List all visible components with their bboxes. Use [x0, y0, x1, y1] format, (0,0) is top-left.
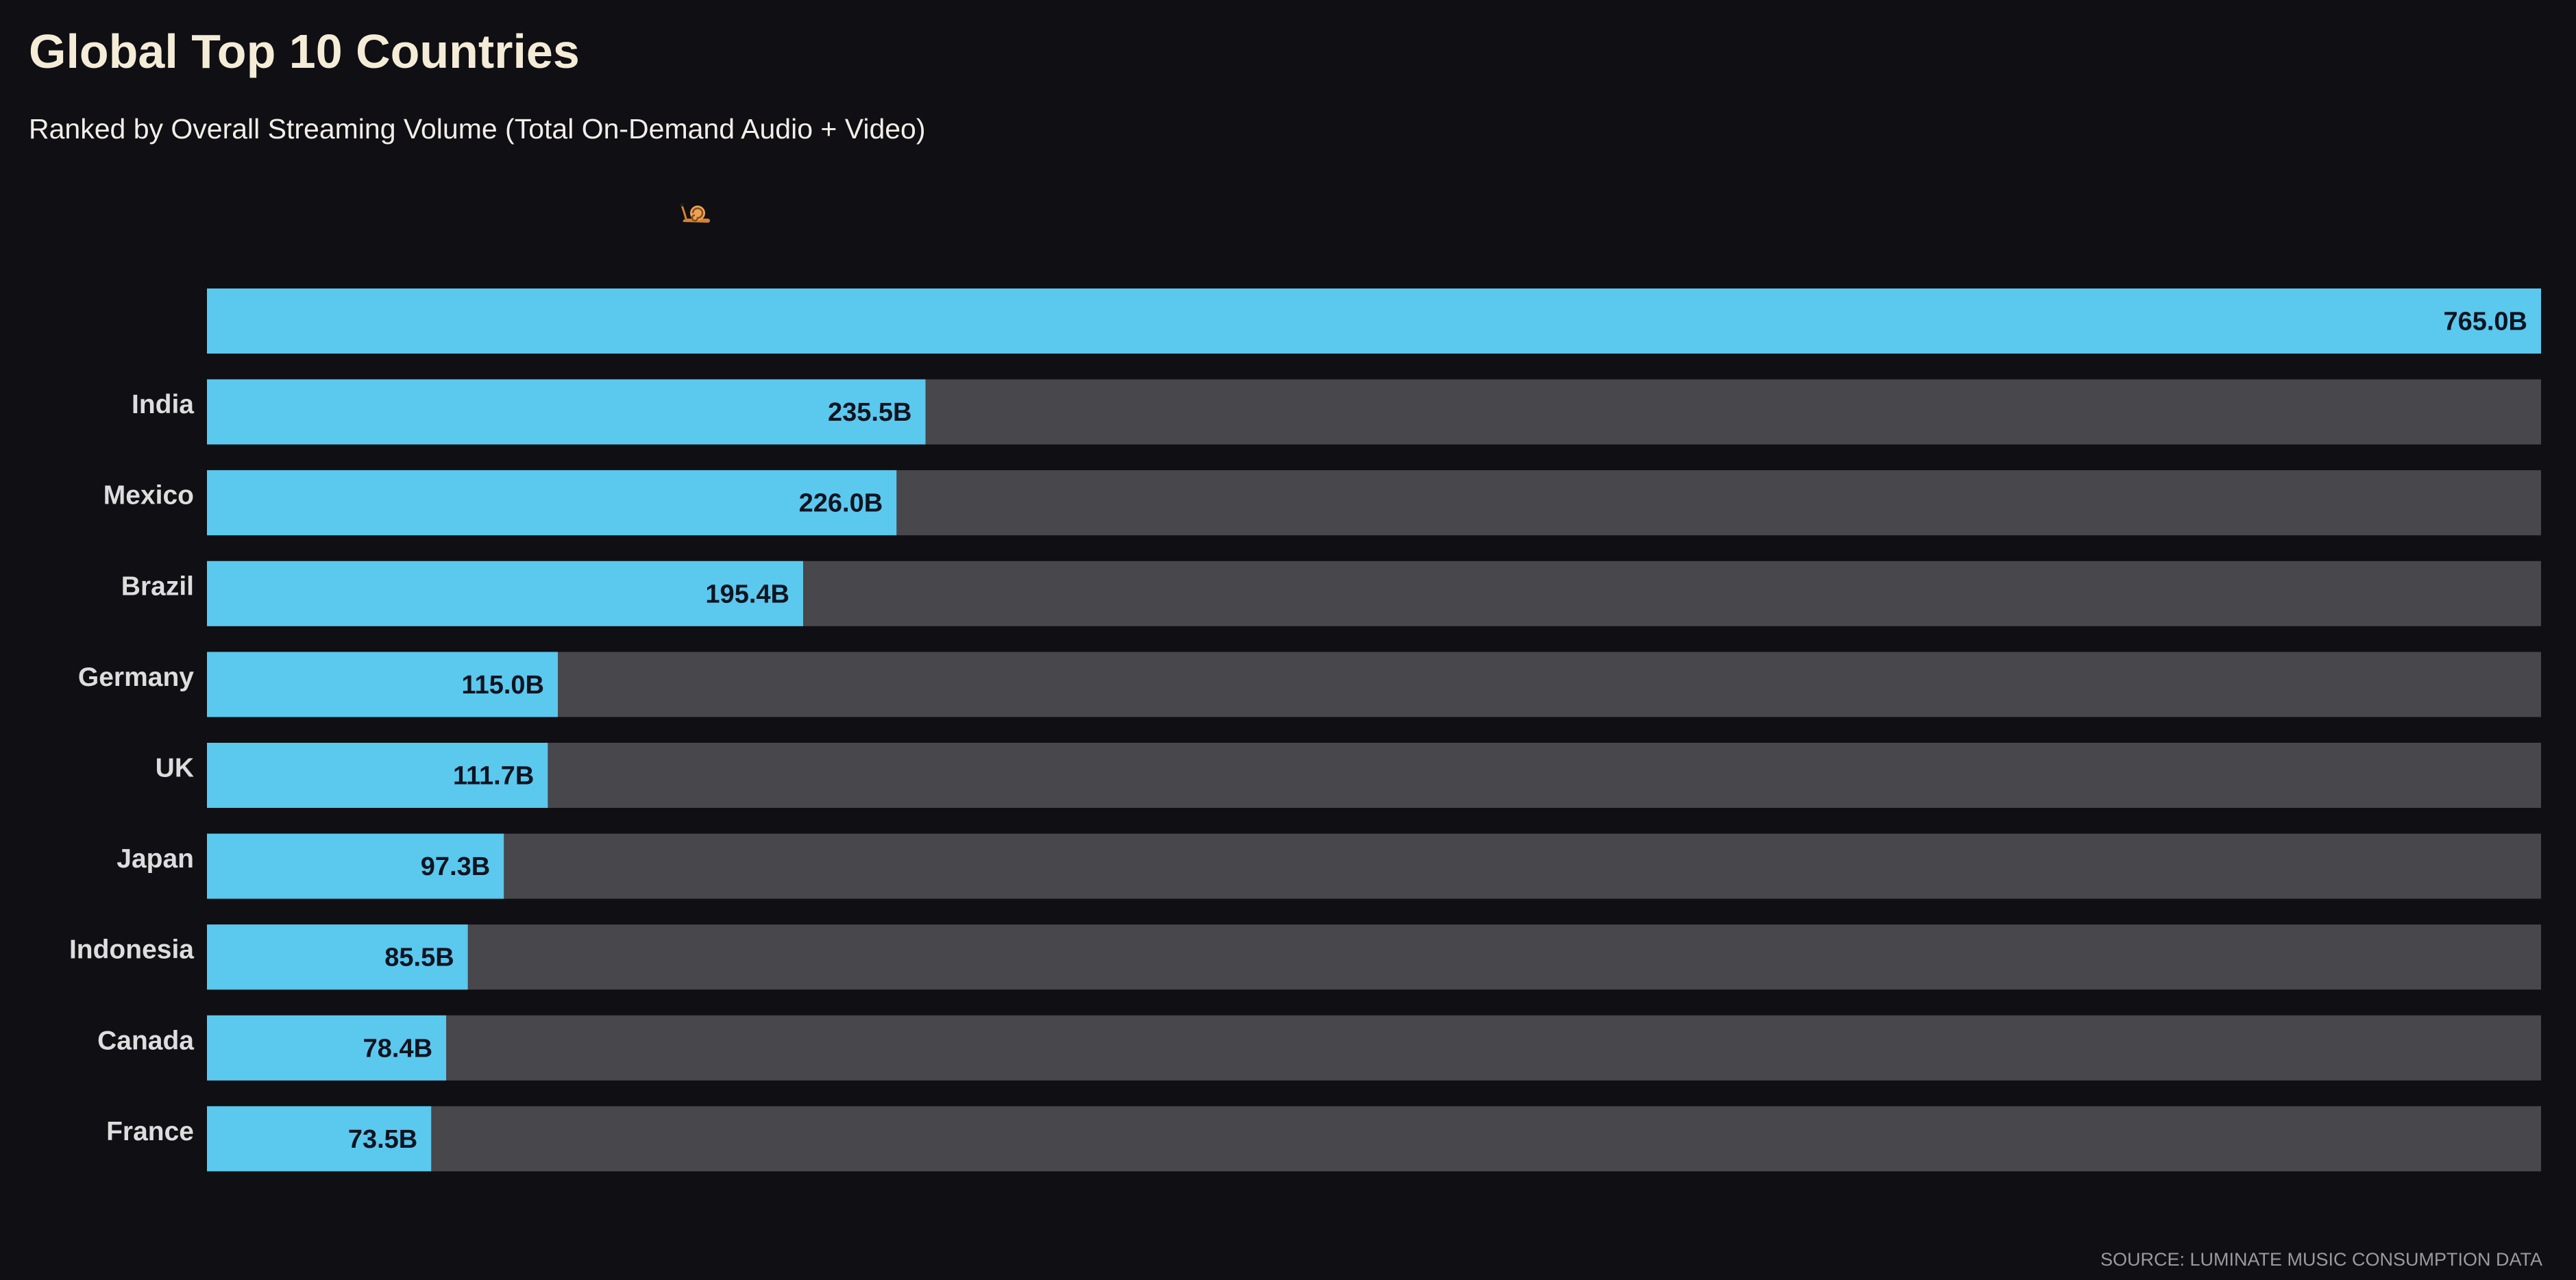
bar-value-label: 195.4B: [705, 580, 789, 608]
bar-row: 765.0B: [207, 288, 2541, 354]
bar: [207, 379, 926, 445]
bar: [207, 833, 504, 899]
category-label: Germany: [78, 663, 194, 692]
source-note: SOURCE: LUMINATE MUSIC CONSUMPTION DATA: [2100, 1249, 2542, 1270]
bar-value-label: 73.5B: [348, 1125, 417, 1154]
bar-row: 115.0B Germany: [78, 652, 2541, 717]
category-label: UK: [156, 754, 194, 783]
category-label: France: [106, 1117, 194, 1146]
snail-icon: [680, 203, 710, 223]
bar-row: 111.7B UK: [156, 743, 2541, 808]
bar: [207, 1106, 432, 1172]
bar: [207, 743, 548, 808]
bar-track: [207, 924, 2541, 990]
category-label: Indonesia: [69, 935, 194, 965]
bar-row: 235.5B India: [132, 379, 2541, 445]
bar-track: [207, 743, 2541, 808]
category-label: Japan: [116, 844, 194, 874]
bar-track: [207, 833, 2541, 899]
bar-track: [207, 652, 2541, 717]
bar: [207, 288, 2541, 354]
bar-value-label: 226.0B: [799, 489, 883, 518]
bar-value-label: 78.4B: [363, 1034, 432, 1063]
bar-value-label: 111.7B: [453, 762, 534, 791]
bar-value-label: 235.5B: [828, 398, 912, 427]
bar-row: 85.5B Indonesia: [69, 924, 2541, 990]
bar-row: 195.4B Brazil: [121, 561, 2541, 626]
bar: [207, 652, 559, 717]
category-label: India: [132, 390, 194, 419]
bar-row: 97.3B Japan: [116, 833, 2541, 899]
bar-track: [207, 1015, 2541, 1081]
category-label: Canada: [97, 1026, 194, 1055]
bar: [207, 924, 468, 990]
bar-row: 73.5B France: [106, 1106, 2541, 1172]
category-label: Mexico: [103, 481, 194, 510]
chart-title: Global Top 10 Countries: [29, 25, 580, 78]
bar-value-label: 85.5B: [384, 944, 454, 972]
bar-track: [207, 1106, 2541, 1172]
bar: [207, 470, 897, 536]
bar: [207, 561, 803, 626]
bar-row: 78.4B Canada: [97, 1015, 2541, 1081]
bar-value-label: 765.0B: [2443, 308, 2527, 336]
bar-value-label: 97.3B: [421, 852, 490, 881]
category-label: Brazil: [121, 571, 194, 601]
chart-subtitle: Ranked by Overall Streaming Volume (Tota…: [29, 113, 926, 145]
bar: [207, 1015, 447, 1081]
bar-value-label: 115.0B: [462, 671, 544, 700]
bar-row: 226.0B Mexico: [103, 470, 2541, 536]
